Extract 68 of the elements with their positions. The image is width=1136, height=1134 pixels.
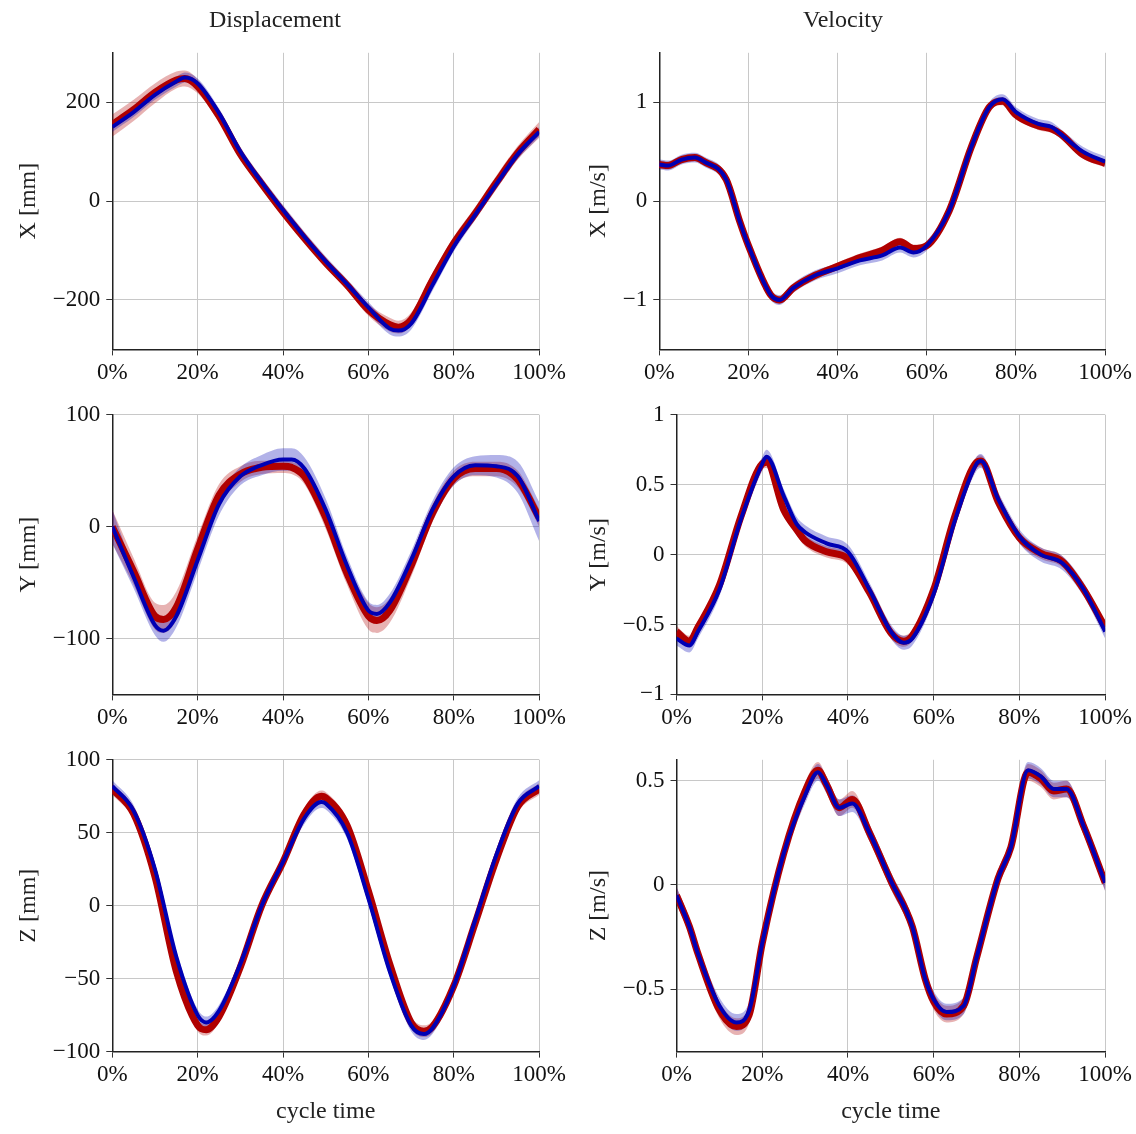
y-tick-label: 0 <box>653 870 665 896</box>
x-tick-label: 0% <box>643 359 675 385</box>
x-tick-label: 20% <box>741 1061 784 1087</box>
y-tick-label: −0.5 <box>622 975 665 1001</box>
x-tick-label: 100% <box>512 359 567 385</box>
x-tick-label: 80% <box>998 704 1041 730</box>
y-tick-label: −1 <box>640 680 665 706</box>
y-tick-label: 0.5 <box>635 766 665 792</box>
x-tick-label: 100% <box>512 1061 567 1087</box>
x-tick-label: 40% <box>816 359 859 385</box>
x-tick-label: 80% <box>432 359 475 385</box>
y-axis-title: Y [m/s] <box>583 518 610 592</box>
x-tick-label: 0% <box>96 1061 128 1087</box>
x-tick-label: 40% <box>261 1061 305 1087</box>
x-tick-label: 0% <box>96 704 128 730</box>
x-tick-label: 40% <box>826 1061 870 1087</box>
y-tick-label: 0 <box>653 540 665 566</box>
x-tick-label: 60% <box>347 359 390 385</box>
y-axis-title: Z [mm] <box>13 868 40 943</box>
y-tick-label: 100 <box>65 745 101 771</box>
y-tick-label: 0 <box>88 512 101 538</box>
x-tick-label: 20% <box>176 704 219 730</box>
x-tick-label: 60% <box>905 359 948 385</box>
x-tick-label: 20% <box>176 1061 219 1087</box>
y-tick-label: 200 <box>65 88 101 114</box>
x-tick-label: 80% <box>994 359 1038 385</box>
y-axis-title: Y [mm] <box>13 516 40 593</box>
y-tick-label: −0.5 <box>622 610 665 636</box>
y-tick-label: 0 <box>88 187 101 213</box>
x-tick-label: 60% <box>912 704 955 730</box>
x-tick-label: 80% <box>998 1061 1041 1087</box>
y-tick-label: −1 <box>622 286 648 312</box>
x-tick-label: 0% <box>661 704 692 730</box>
x-tick-label: 80% <box>432 704 475 730</box>
y-axis-title: X [m/s] <box>583 164 610 239</box>
y-tick-label: 1 <box>635 88 648 114</box>
x-tick-label: 0% <box>661 1061 692 1087</box>
x-tick-label: 20% <box>176 359 219 385</box>
x-axis-title: cycle time <box>276 1096 376 1123</box>
chart-title: Displacement <box>209 5 342 32</box>
x-tick-label: 60% <box>912 1061 955 1087</box>
y-tick-label: 100 <box>65 400 101 426</box>
y-tick-label: 50 <box>77 818 101 844</box>
x-tick-label: 40% <box>261 359 305 385</box>
x-tick-label: 80% <box>432 1061 475 1087</box>
y-tick-label: −100 <box>52 624 101 650</box>
y-tick-label: −100 <box>52 1037 101 1063</box>
y-axis-title: Z [m/s] <box>583 870 610 942</box>
x-tick-label: 100% <box>1078 359 1133 385</box>
x-tick-label: 100% <box>1078 1061 1133 1087</box>
x-axis-title: cycle time <box>841 1096 941 1123</box>
x-tick-label: 100% <box>1078 704 1133 730</box>
x-tick-label: 40% <box>261 704 305 730</box>
y-tick-label: −200 <box>52 286 101 312</box>
x-tick-label: 100% <box>512 704 567 730</box>
y-tick-label: 0 <box>635 187 648 213</box>
chart-title: Velocity <box>803 5 883 32</box>
y-tick-label: 1 <box>653 400 665 426</box>
y-tick-label: 0.5 <box>635 470 665 496</box>
y-tick-label: −50 <box>64 964 101 990</box>
x-tick-label: 20% <box>741 704 784 730</box>
y-axis-title: X [mm] <box>13 162 40 240</box>
y-tick-label: 0 <box>88 891 101 917</box>
x-tick-label: 20% <box>727 359 770 385</box>
x-tick-label: 60% <box>347 704 390 730</box>
x-tick-label: 60% <box>347 1061 390 1087</box>
x-tick-label: 40% <box>826 704 870 730</box>
x-tick-label: 0% <box>96 359 128 385</box>
